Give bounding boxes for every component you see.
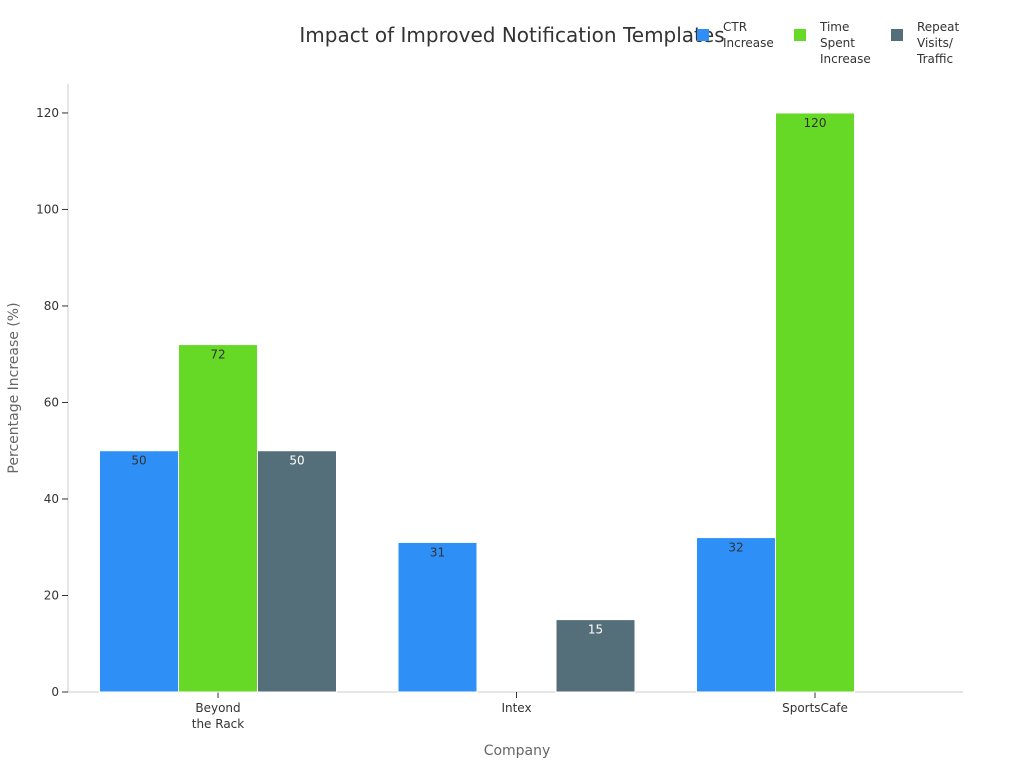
bar bbox=[775, 112, 855, 693]
y-tick-label: 60 bbox=[44, 395, 59, 409]
y-tick-label: 0 bbox=[51, 685, 59, 699]
x-tick-label: Intex bbox=[501, 701, 531, 715]
legend-swatch bbox=[891, 29, 903, 41]
bar bbox=[555, 619, 636, 693]
x-axis-label: Company bbox=[484, 743, 551, 759]
chart-title: Impact of Improved Notification Template… bbox=[299, 23, 724, 47]
y-tick-label: 20 bbox=[44, 588, 59, 602]
legend-swatch bbox=[697, 29, 709, 41]
y-tick-label: 120 bbox=[36, 106, 59, 120]
bar bbox=[178, 344, 258, 693]
legend-label: Time Spent Increase bbox=[819, 20, 871, 66]
bar bbox=[397, 541, 478, 693]
y-tick-label: 100 bbox=[36, 202, 59, 216]
bar-value-label: 120 bbox=[804, 116, 827, 130]
bar-value-label: 50 bbox=[131, 454, 146, 468]
bar-value-label: 31 bbox=[430, 545, 445, 559]
legend-label: CTR Increase bbox=[723, 20, 774, 50]
bar-value-label: 15 bbox=[588, 623, 603, 637]
bar bbox=[696, 537, 776, 693]
y-tick-label: 40 bbox=[44, 492, 59, 506]
legend-swatch bbox=[794, 29, 806, 41]
bar-value-label: 72 bbox=[210, 348, 225, 362]
legend-label: Repeat Visits/Traffic bbox=[916, 20, 960, 66]
bar bbox=[257, 450, 337, 693]
legend: CTR Increase Time Spent Increase Repeat Visits… bbox=[697, 20, 960, 66]
bar-value-label: 50 bbox=[289, 454, 304, 468]
bars-group: 50 72 50 31 15 32 120 bbox=[99, 112, 855, 693]
x-tick-label: SportsCafe bbox=[782, 701, 848, 715]
y-tick-label: 80 bbox=[44, 299, 59, 313]
y-axis-label: Percentage Increase (%) bbox=[6, 302, 22, 473]
bar-value-label: 32 bbox=[728, 541, 743, 555]
x-tick-label: Beyond the Rack bbox=[192, 701, 245, 731]
bar bbox=[99, 450, 179, 693]
